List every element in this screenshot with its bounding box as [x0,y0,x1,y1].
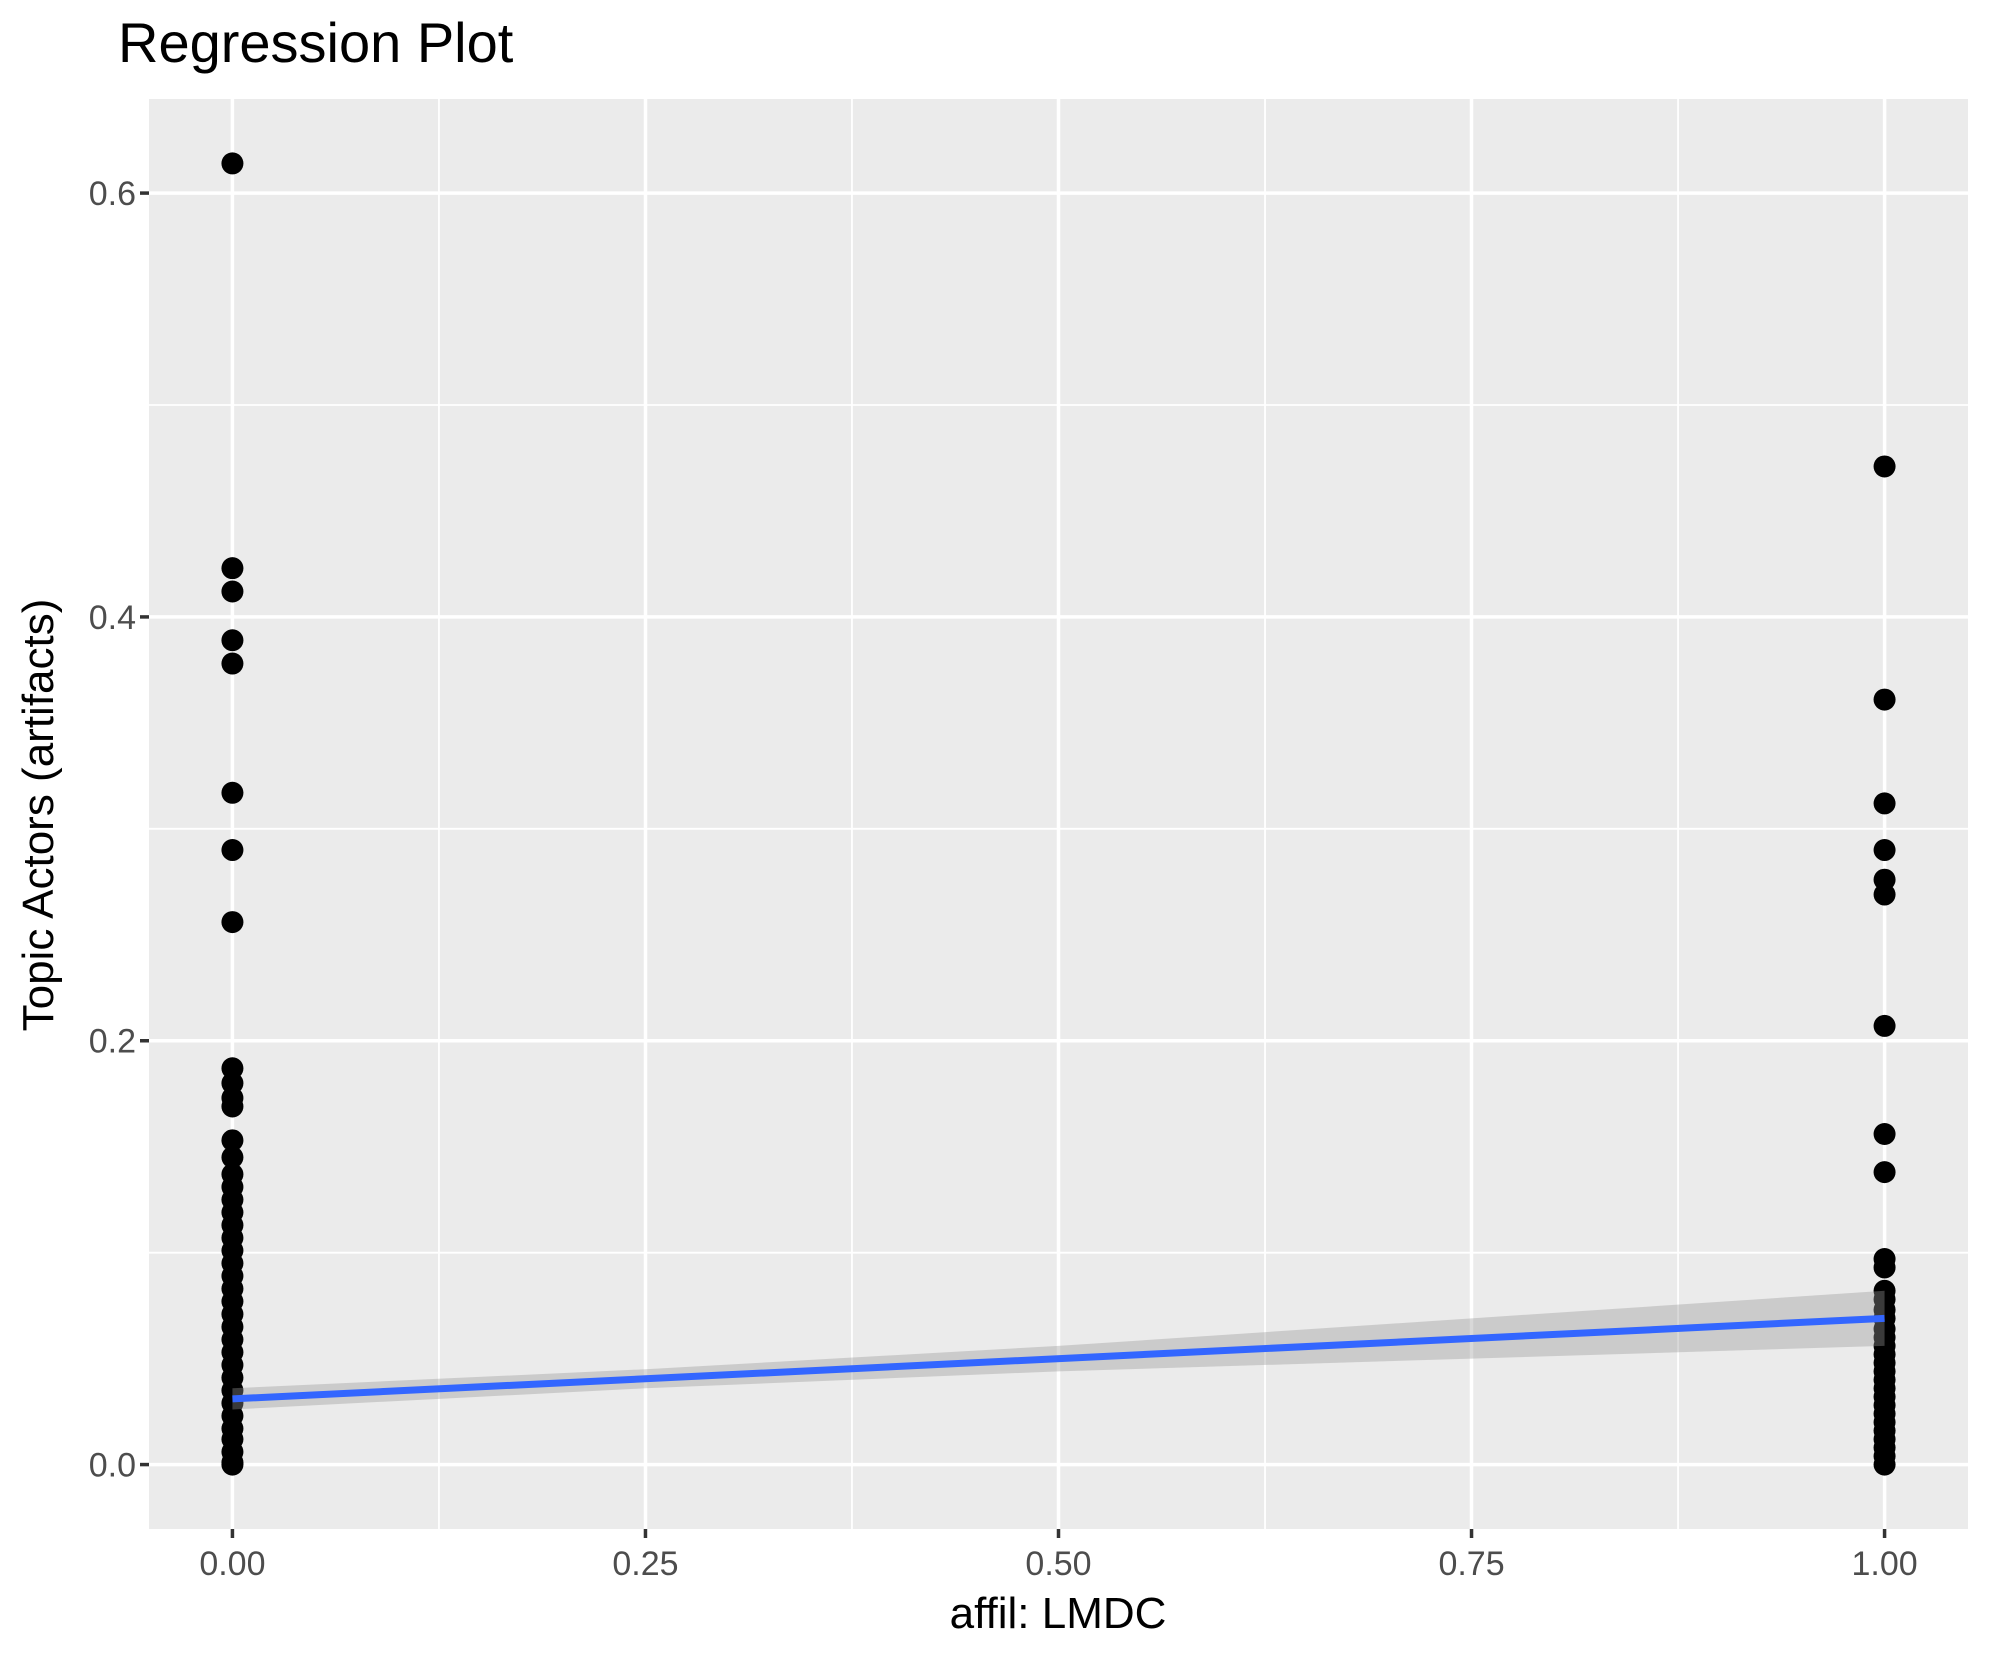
data-point [221,1129,244,1152]
data-point [1873,1161,1896,1184]
data-point [221,911,244,934]
data-point [1873,1256,1896,1279]
data-point [221,652,244,675]
data-point [221,1146,244,1169]
x-tick-label: 1.00 [1851,1545,1917,1583]
y-axis-title: Topic Actors (artifacts) [13,598,63,1032]
data-point [1873,455,1896,478]
data-point [221,1095,244,1118]
x-tick-label: 0.00 [199,1545,265,1583]
data-point [221,629,244,652]
data-point [1873,1453,1896,1476]
regression-line [232,1314,1885,1403]
data-point [221,781,244,804]
data-point [221,839,244,862]
data-point [221,152,244,175]
y-tick-label: 0.6 [89,175,136,213]
x-tick-label: 0.75 [1438,1545,1504,1583]
x-tick-label: 0.25 [612,1545,678,1583]
chart-title: Regression Plot [118,11,514,74]
data-point [1873,688,1896,711]
x-axis-title: affil: LMDC [949,1589,1167,1638]
y-tick-label: 0.0 [89,1447,136,1485]
data-point [1873,1014,1896,1037]
data-point [1873,883,1896,906]
data-point [1873,1122,1896,1145]
data-point [1873,792,1896,815]
data-point [221,1453,244,1476]
data-point [1873,839,1896,862]
x-tick-label: 0.50 [1025,1545,1091,1583]
y-tick-label: 0.2 [89,1023,136,1061]
y-tick-label: 0.4 [89,599,136,637]
data-point [221,580,244,603]
data-point [221,557,244,580]
